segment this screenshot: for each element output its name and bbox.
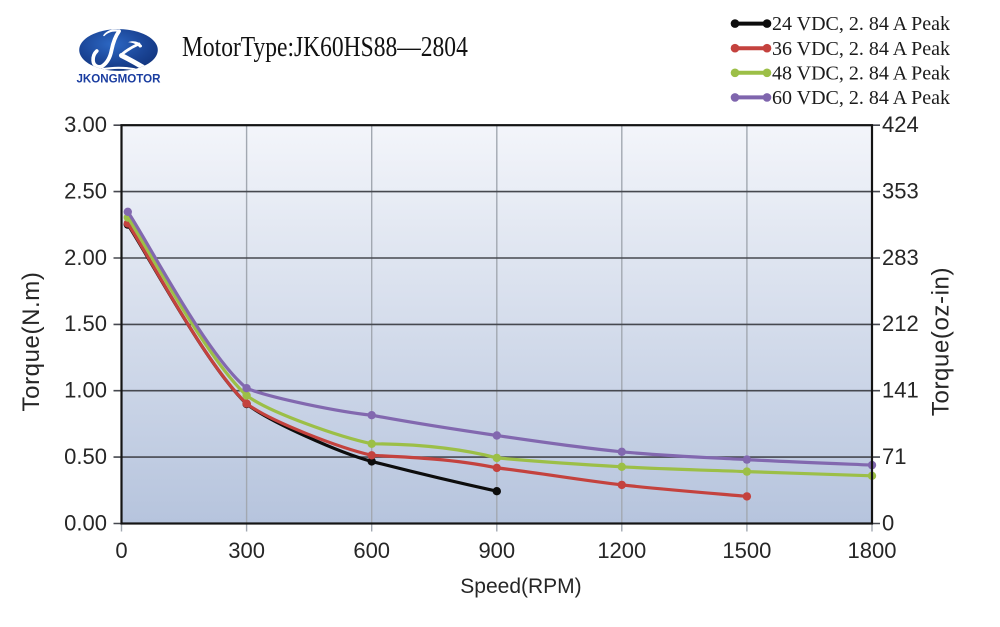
svg-text:0.50: 0.50 [64,444,107,469]
svg-text:2.50: 2.50 [64,178,107,203]
svg-text:24 VDC, 2. 84 A Peak: 24 VDC, 2. 84 A Peak [772,13,950,35]
svg-text:Speed(RPM): Speed(RPM) [460,575,581,598]
svg-text:Torque(N.m): Torque(N.m) [18,272,45,412]
svg-text:600: 600 [353,538,390,563]
svg-text:283: 283 [882,245,919,270]
svg-text:141: 141 [882,378,919,403]
svg-text:3.00: 3.00 [64,112,107,137]
svg-text:1.00: 1.00 [64,378,107,403]
svg-text:300: 300 [228,538,265,563]
svg-text:71: 71 [882,444,906,469]
svg-text:1.50: 1.50 [64,311,107,336]
svg-text:Torque(oz-in): Torque(oz-in) [928,267,955,416]
svg-text:212: 212 [882,311,919,336]
svg-text:48 VDC, 2. 84 A Peak: 48 VDC, 2. 84 A Peak [772,62,950,84]
svg-text:1800: 1800 [848,538,897,563]
svg-text:36 VDC, 2. 84 A Peak: 36 VDC, 2. 84 A Peak [772,38,950,60]
svg-text:900: 900 [478,538,515,563]
svg-text:1200: 1200 [597,538,646,563]
svg-text:0: 0 [882,510,894,535]
svg-text:1500: 1500 [722,538,771,563]
svg-text:0: 0 [115,538,127,563]
svg-text:JKONGMOTOR: JKONGMOTOR [77,72,161,86]
svg-text:2.00: 2.00 [64,245,107,270]
svg-text:0.00: 0.00 [64,510,107,535]
svg-text:60 VDC, 2. 84 A Peak: 60 VDC, 2. 84 A Peak [772,87,950,109]
svg-text:424: 424 [882,112,919,137]
svg-text:353: 353 [882,178,919,203]
